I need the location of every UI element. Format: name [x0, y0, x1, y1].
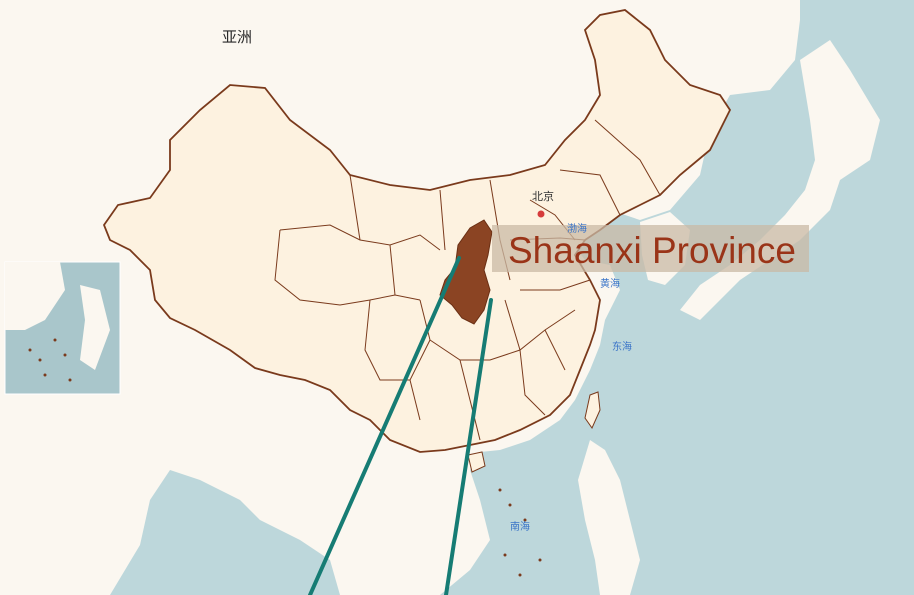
shaanxi-province[interactable] [439, 219, 493, 325]
province-boundaries [274, 119, 661, 441]
hainan-land [467, 451, 486, 473]
philippines-land [578, 440, 640, 595]
china-territory [102, 9, 732, 453]
taiwan-land [584, 391, 601, 430]
asia-label: 亚洲 [222, 28, 252, 46]
bohai-label: 渤海 [567, 222, 587, 235]
yellow-sea-label: 黄海 [600, 277, 620, 290]
shaanxi-label[interactable]: Shaanxi Province [508, 230, 796, 271]
japan-land [680, 40, 880, 320]
south-china-sea-label: 南海 [510, 520, 530, 533]
callout-lines [308, 256, 493, 595]
south-sea-inset [4, 261, 121, 395]
beijing-label[interactable]: 北京 [532, 189, 554, 203]
shaanxi-label-box [492, 225, 809, 272]
east-china-sea-label: 东海 [612, 340, 632, 353]
south-sea-islands [498, 488, 542, 577]
beijing-marker[interactable] [537, 210, 545, 218]
